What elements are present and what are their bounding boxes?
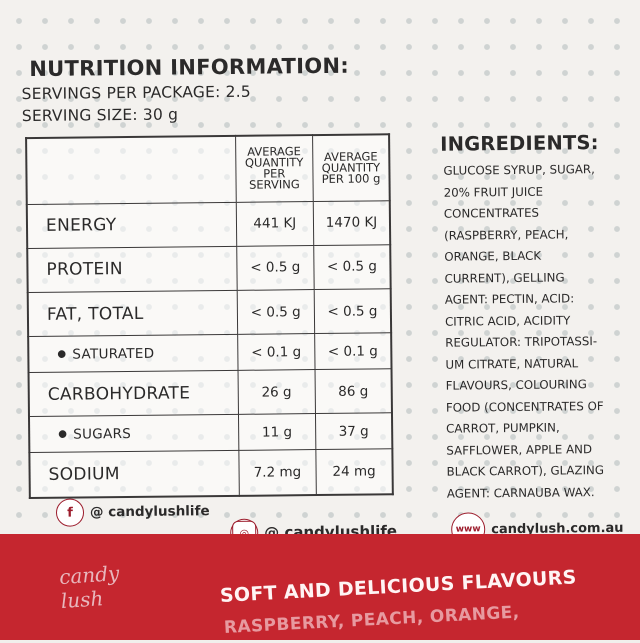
row-per-serving: < 0.5 g	[236, 289, 315, 335]
table-row: ENERGY 441 KJ 1470 KJ	[26, 200, 391, 249]
serving-size: SERVING SIZE: 30 g	[21, 105, 179, 126]
facebook-icon: f	[55, 498, 85, 527]
row-per-100g: < 0.5 g	[314, 288, 392, 334]
row-per-100g: < 0.5 g	[313, 244, 391, 290]
bullet-icon: ●	[58, 428, 68, 440]
ingredients-title: INGREDIENTS:	[440, 131, 599, 156]
servings-per-package: SERVINGS PER PACKAGE: 2.5	[21, 82, 251, 104]
ingredients-text: GLUCOSE SYRUP, SUGAR, 20% FRUIT JUICE CO…	[443, 162, 605, 501]
row-label: ENERGY	[26, 201, 237, 249]
row-label: FAT, TOTAL	[27, 290, 238, 337]
row-per-100g: 24 mg	[315, 448, 393, 496]
row-per-serving: 7.2 mg	[238, 449, 317, 496]
row-per-serving: < 0.1 g	[237, 333, 316, 371]
nutrition-title: NUTRITION INFORMATION:	[29, 53, 350, 82]
header-per-serving: AVERAGE QUANTITY PER SERVING	[235, 135, 314, 202]
row-label: CARBOHYDRATE	[28, 370, 239, 417]
table-header-row: AVERAGE QUANTITY PER SERVING AVERAGE QUA…	[26, 134, 390, 205]
table-row: SODIUM 7.2 mg 24 mg	[29, 448, 393, 499]
table-row: ● SUGARS 11 g 37 g	[28, 413, 393, 453]
brand-logo: candy lush	[58, 560, 121, 614]
row-per-100g: < 0.1 g	[314, 333, 392, 370]
row-label-sub: ● SATURATED	[28, 334, 238, 373]
table-row: PROTEIN < 0.5 g < 0.5 g	[27, 244, 391, 293]
row-label: SODIUM	[29, 450, 239, 499]
row-per-serving: 441 KJ	[235, 201, 314, 247]
table-row: CARBOHYDRATE 26 g 86 g	[28, 368, 392, 417]
row-per-100g: 37 g	[315, 413, 393, 450]
facebook-handle: f @ candylushlife	[55, 497, 210, 527]
row-per-serving: 11 g	[238, 413, 316, 451]
row-label-sub: ● SUGARS	[28, 414, 239, 453]
table-row: FAT, TOTAL < 0.5 g < 0.5 g	[27, 288, 392, 337]
header-empty-cell	[26, 135, 236, 205]
row-label: PROTEIN	[27, 246, 237, 293]
red-brand-band	[0, 534, 640, 640]
bullet-icon: ●	[57, 348, 67, 360]
table-row: ● SATURATED < 0.1 g < 0.1 g	[28, 333, 392, 373]
row-per-serving: < 0.5 g	[236, 245, 315, 291]
facebook-text: @ candylushlife	[89, 503, 210, 521]
nutrition-table: AVERAGE QUANTITY PER SERVING AVERAGE QUA…	[25, 133, 394, 500]
row-per-serving: 26 g	[237, 369, 316, 415]
row-per-100g: 86 g	[315, 368, 392, 414]
header-per-100g: AVERAGE QUANTITY PER 100 g	[312, 134, 390, 202]
row-per-100g: 1470 KJ	[313, 200, 391, 246]
